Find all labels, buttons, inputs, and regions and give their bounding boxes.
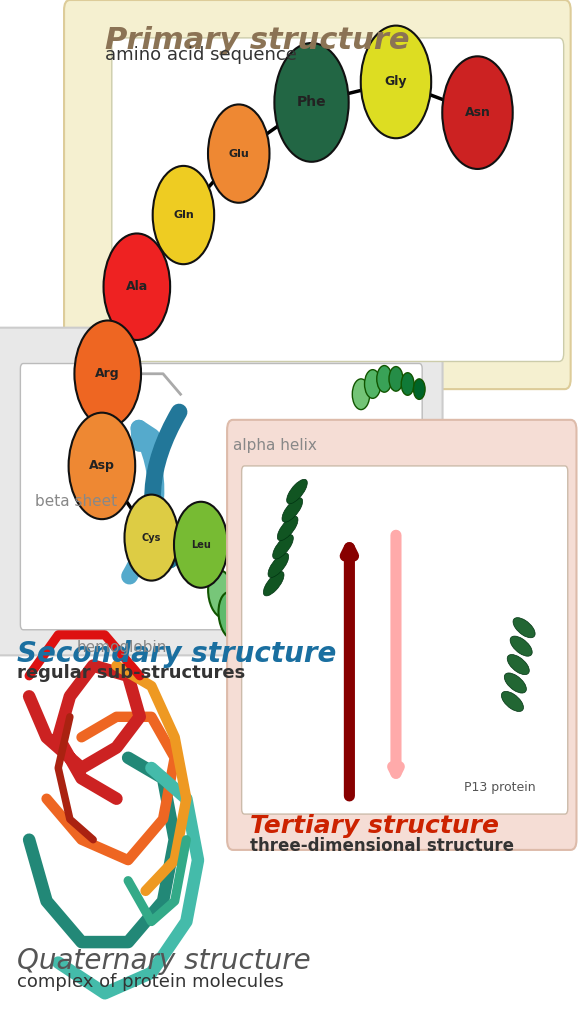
Ellipse shape [274,43,349,162]
Ellipse shape [208,104,269,203]
Ellipse shape [513,617,535,638]
Circle shape [401,373,414,395]
Ellipse shape [504,673,527,693]
Text: Quaternary structure: Quaternary structure [18,947,311,975]
Ellipse shape [229,613,255,662]
Text: Phe: Phe [296,95,326,110]
Ellipse shape [498,724,521,761]
Text: Asn: Asn [464,106,490,119]
Ellipse shape [282,498,303,522]
Ellipse shape [174,502,228,588]
Text: Ser: Ser [424,519,443,529]
Text: Tyr: Tyr [382,519,399,529]
Ellipse shape [153,166,214,264]
Ellipse shape [273,535,294,559]
Text: Ala: Ala [126,281,148,293]
Text: Tertiary structure: Tertiary structure [251,814,500,838]
Ellipse shape [488,630,519,681]
Ellipse shape [322,485,371,563]
FancyArrowPatch shape [130,428,156,577]
Text: Primary structure: Primary structure [105,26,409,54]
Text: Trp: Trp [291,519,309,529]
Text: Lys: Lys [483,599,501,609]
Ellipse shape [366,485,414,563]
Text: His: His [501,696,518,707]
Ellipse shape [442,56,512,169]
FancyBboxPatch shape [0,328,443,655]
Text: amino acid sequence: amino acid sequence [105,46,296,65]
Text: Gln: Gln [173,210,194,220]
Text: three-dimensional structure: three-dimensional structure [251,837,514,855]
Ellipse shape [274,483,326,565]
Ellipse shape [103,233,170,340]
Ellipse shape [451,520,492,586]
Ellipse shape [501,691,524,712]
Ellipse shape [302,766,328,814]
Ellipse shape [495,679,524,724]
Ellipse shape [264,571,284,596]
Ellipse shape [510,636,532,656]
Text: Thr: Thr [500,737,519,748]
Text: complex of protein molecules: complex of protein molecules [18,973,284,991]
Ellipse shape [75,321,141,427]
FancyBboxPatch shape [242,466,568,814]
Ellipse shape [249,657,276,705]
Ellipse shape [507,654,529,675]
Text: Asp: Asp [89,460,115,472]
Text: hemoglobin: hemoglobin [77,640,167,655]
Text: Arg: Arg [96,368,120,380]
Text: P13 protein: P13 protein [464,780,536,794]
Circle shape [389,367,403,391]
Ellipse shape [474,575,510,633]
Text: alpha helix: alpha helix [233,438,317,453]
Circle shape [365,370,381,398]
Ellipse shape [271,700,297,749]
FancyBboxPatch shape [21,364,422,630]
FancyArrowPatch shape [345,548,353,796]
Circle shape [377,366,392,392]
Text: Glu: Glu [228,148,249,159]
FancyBboxPatch shape [227,420,576,850]
Text: Ile: Ile [247,532,260,543]
Ellipse shape [218,592,245,640]
Circle shape [413,379,425,399]
FancyBboxPatch shape [64,0,571,389]
FancyArrowPatch shape [393,536,399,773]
Text: Leu: Leu [191,540,211,550]
Ellipse shape [286,479,308,504]
Text: Gly: Gly [384,76,407,88]
Ellipse shape [361,26,431,138]
Text: Cys: Cys [141,532,161,543]
Ellipse shape [69,413,135,519]
Text: beta sheet: beta sheet [35,495,117,509]
Ellipse shape [411,488,456,560]
Ellipse shape [239,636,266,683]
Ellipse shape [208,570,234,617]
Text: Pro: Pro [337,519,356,529]
Ellipse shape [229,499,278,577]
Text: regular sub-structures: regular sub-structures [18,664,246,682]
FancyArrowPatch shape [153,412,179,560]
FancyBboxPatch shape [112,38,564,361]
Text: Val: Val [495,650,512,660]
Text: Secondary structure: Secondary structure [18,640,337,668]
Circle shape [352,379,370,410]
Ellipse shape [291,744,318,793]
Ellipse shape [260,679,286,727]
Ellipse shape [277,516,298,541]
Ellipse shape [124,495,178,581]
Text: Met: Met [461,548,482,558]
Ellipse shape [281,723,307,770]
Ellipse shape [268,553,289,578]
